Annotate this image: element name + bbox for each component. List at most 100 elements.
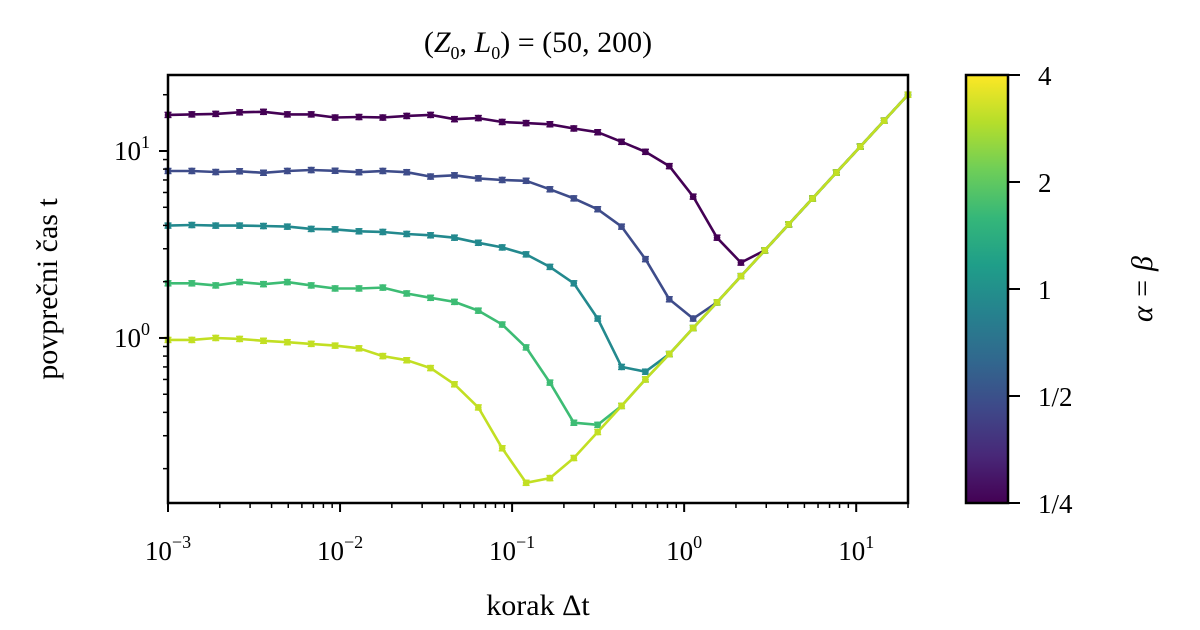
data-point (379, 167, 387, 175)
data-point (212, 168, 220, 176)
data-point (546, 474, 554, 482)
colorbar-gradient (964, 73, 1010, 505)
data-point (689, 324, 697, 332)
data-point (355, 168, 363, 176)
data-point (880, 117, 888, 124)
data-point (403, 168, 411, 176)
data-point (546, 185, 554, 193)
data-point (284, 278, 291, 286)
series-line (167, 93, 909, 374)
data-point (284, 111, 291, 118)
data-point (666, 350, 673, 358)
data-point (546, 263, 554, 271)
data-point (498, 244, 506, 251)
data-point (570, 454, 578, 462)
data-point (403, 356, 411, 364)
data-point (594, 421, 601, 429)
plot-area (164, 91, 912, 487)
x-axis: 10−3 10−2 10−1 100 101 (145, 503, 909, 566)
y-tick-label: 100 (114, 319, 150, 353)
data-point (618, 138, 625, 146)
data-point (570, 280, 578, 287)
x-tick-label: 10−3 (145, 532, 191, 566)
data-point (331, 114, 339, 121)
data-point (689, 193, 697, 200)
data-point (666, 295, 673, 303)
data-point (451, 115, 458, 123)
data-point (618, 402, 625, 410)
data-point (307, 166, 315, 174)
data-point (522, 119, 530, 127)
colorbar-tick-label: 1/4 (1038, 489, 1073, 519)
data-point (403, 112, 411, 120)
data-point (594, 315, 601, 322)
data-point (618, 363, 625, 371)
axes-frame (166, 73, 910, 505)
colorbar-label: α = β (1126, 256, 1159, 322)
data-point (236, 335, 243, 343)
data-point (331, 167, 339, 175)
data-point (236, 278, 243, 286)
data-point (260, 280, 267, 288)
data-point (188, 336, 196, 344)
data-point (475, 404, 482, 411)
data-point (475, 175, 482, 182)
data-point (212, 110, 220, 118)
colorbar-tick-label: 1 (1038, 275, 1052, 305)
data-point (260, 169, 267, 177)
data-point (403, 290, 411, 297)
y-axis: 100 101 (114, 93, 168, 470)
data-point (498, 321, 506, 328)
data-point (427, 173, 434, 180)
series-line (168, 93, 909, 320)
data-point (236, 109, 243, 116)
data-point (642, 376, 649, 383)
data-point (188, 280, 196, 287)
data-point (594, 428, 601, 436)
data-point (236, 222, 243, 229)
data-point (260, 108, 267, 116)
data-point (427, 232, 434, 239)
data-point (546, 120, 554, 128)
data-point (212, 282, 220, 289)
data-point (236, 167, 243, 175)
series-3 (164, 91, 912, 376)
data-point (713, 234, 721, 241)
y-tick-label: 101 (114, 132, 150, 166)
data-point (355, 227, 363, 235)
data-point (451, 172, 458, 179)
data-point (355, 285, 363, 292)
data-point (642, 255, 649, 263)
data-point (379, 228, 387, 236)
x-tick-label: 100 (666, 532, 702, 566)
data-point (785, 221, 792, 228)
data-point (188, 167, 196, 175)
data-point (379, 284, 387, 291)
data-point (833, 169, 840, 176)
data-point (379, 352, 387, 360)
data-point (761, 247, 769, 254)
data-point (307, 282, 315, 289)
data-point (522, 177, 530, 185)
data-point (594, 128, 601, 136)
data-point (427, 294, 434, 302)
x-tick-label: 10−2 (317, 532, 363, 566)
data-point (307, 111, 315, 118)
x-axis-label: korak Δt (486, 589, 590, 622)
series-2 (164, 91, 912, 322)
x-tick-label: 101 (838, 532, 874, 566)
series-1 (164, 91, 912, 266)
data-point (427, 111, 434, 119)
chart-title: (Z0, L0) = (50, 200) (424, 26, 652, 63)
data-point (307, 225, 315, 233)
data-point (570, 195, 578, 202)
data-point (284, 223, 291, 230)
y-axis-label: povprečni čas t (31, 198, 64, 380)
data-point (546, 379, 554, 386)
data-point (475, 239, 482, 247)
data-point (522, 479, 530, 487)
data-point (642, 368, 649, 376)
data-point (689, 315, 697, 322)
data-point (451, 381, 458, 388)
